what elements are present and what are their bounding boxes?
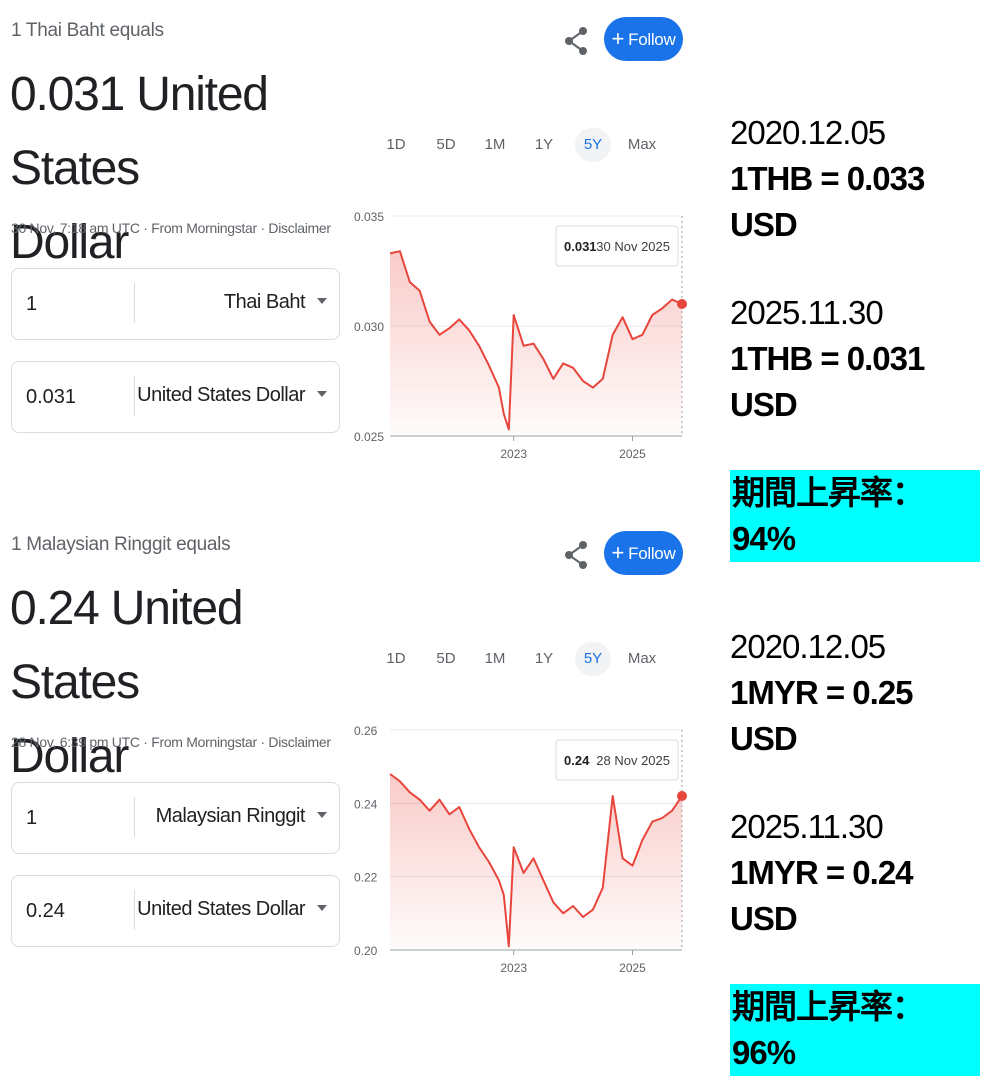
- chart-svg: 0.26 0.24 0.22 0.20 2023 2025 0.24 28 Nov 2025: [354, 724, 687, 975]
- y-tick-label: 0.20: [354, 944, 378, 958]
- y-tick-label: 0.24: [354, 797, 378, 811]
- from-currency-select[interactable]: Thai Baht: [223, 291, 306, 313]
- note-end-rate: 1THB = 0.031 USD: [730, 340, 925, 423]
- to-amount-input[interactable]: 0.031: [26, 386, 77, 408]
- divider: [134, 890, 135, 930]
- y-tick-label: 0.025: [354, 430, 384, 444]
- result-line-1: 0.031 United States: [10, 68, 269, 195]
- share-icon[interactable]: [562, 538, 590, 572]
- exchange-rate-chart[interactable]: 0.26 0.24 0.22 0.20 2023 2025 0.24 28 Nov 2025: [348, 718, 688, 988]
- range-tab-1y[interactable]: 1Y: [534, 650, 554, 667]
- area-fill: [390, 251, 682, 436]
- area-fill: [390, 774, 682, 950]
- from-amount-input[interactable]: 1: [26, 807, 38, 829]
- chart-svg: 0.035 0.030 0.025 2023 2025 0.031 30 Nov 2025: [354, 210, 687, 461]
- to-currency-box: 0.24 United States Dollar: [11, 875, 340, 947]
- from-amount-input[interactable]: 1: [26, 293, 38, 315]
- result-line-1: 0.24 United States: [10, 582, 244, 709]
- y-tick-label: 0.22: [354, 871, 378, 885]
- follow-button[interactable]: + Follow: [604, 17, 683, 61]
- caret-down-icon[interactable]: [317, 905, 327, 911]
- tooltip-value: 0.031: [564, 239, 597, 254]
- equals-label: 1 Malaysian Ringgit equals: [11, 534, 231, 555]
- range-tab-1y[interactable]: 1Y: [534, 136, 554, 153]
- range-tab-max[interactable]: Max: [627, 136, 657, 153]
- note-start-rate: 1MYR = 0.25 USD: [730, 674, 914, 757]
- myr-conversion-panel: 1 Malaysian Ringgit equals 0.24 United S…: [0, 514, 992, 1076]
- follow-button[interactable]: + Follow: [604, 531, 683, 575]
- plus-icon: +: [611, 26, 625, 51]
- result-line-2: Dollar: [10, 730, 129, 783]
- range-tabs: 1D 5D 1M 1Y 5Y Max: [372, 128, 672, 162]
- y-tick-label: 0.030: [354, 320, 384, 334]
- follow-label: Follow: [628, 544, 676, 563]
- x-tick-label: 2025: [619, 447, 646, 461]
- tooltip-box: [555, 225, 679, 267]
- range-tab-1m[interactable]: 1M: [484, 136, 506, 153]
- to-amount-input[interactable]: 0.24: [26, 900, 65, 922]
- caret-down-icon[interactable]: [317, 812, 327, 818]
- from-currency-box: 1 Malaysian Ringgit: [11, 782, 340, 854]
- meta-line: 28 Nov, 6:39 pm UTC · From Morningstar ·…: [11, 734, 331, 750]
- annotation-notes: 2020.12.05 1MYR = 0.25 USD 2025.11.30 1M…: [730, 624, 980, 1076]
- y-tick-label: 0.26: [354, 724, 378, 738]
- meta-time: 30 Nov, 7:18 am UTC: [11, 220, 140, 236]
- to-currency-box: 0.031 United States Dollar: [11, 361, 340, 433]
- annotation-notes: 2020.12.05 1THB = 0.033 USD 2025.11.30 1…: [730, 110, 980, 562]
- series-line: [389, 250, 683, 431]
- x-tick-label: 2023: [500, 961, 527, 975]
- disclaimer-link[interactable]: Disclaimer: [268, 734, 331, 750]
- note-rise-rate: 期間上昇率：94%: [730, 470, 980, 562]
- note-rise-rate: 期間上昇率：96%: [730, 984, 980, 1076]
- meta-source: From Morningstar: [151, 220, 257, 236]
- tooltip-box: [555, 739, 679, 781]
- follow-label: Follow: [628, 30, 676, 49]
- y-tick-label: 0.035: [354, 210, 384, 224]
- note-end-date: 2025.11.30: [730, 808, 884, 845]
- caret-down-icon[interactable]: [317, 391, 327, 397]
- note-start-rate: 1THB = 0.033 USD: [730, 160, 925, 243]
- tooltip-date: 30 Nov 2025: [596, 239, 670, 254]
- to-currency-select[interactable]: United States Dollar: [137, 898, 305, 920]
- share-icon[interactable]: [562, 24, 590, 58]
- range-tab-1m[interactable]: 1M: [484, 650, 506, 667]
- note-end-rate: 1MYR = 0.24 USD: [730, 854, 914, 937]
- divider: [134, 283, 135, 323]
- range-tab-1d[interactable]: 1D: [386, 650, 406, 667]
- to-currency-select[interactable]: United States Dollar: [137, 384, 305, 406]
- range-tab-5d[interactable]: 5D: [436, 136, 456, 153]
- range-tabs: 1D 5D 1M 1Y 5Y Max: [372, 642, 672, 676]
- range-tab-1d[interactable]: 1D: [386, 136, 406, 153]
- result-line-2: Dollar: [10, 216, 129, 269]
- meta-time: 28 Nov, 6:39 pm UTC: [11, 734, 140, 750]
- thb-conversion-panel: 1 Thai Baht equals 0.031 United States D…: [0, 0, 992, 562]
- note-end-date: 2025.11.30: [730, 294, 884, 331]
- x-tick-label: 2023: [500, 447, 527, 461]
- series-line: [389, 773, 683, 948]
- tooltip-date: 28 Nov 2025: [596, 753, 670, 768]
- range-tab-5y[interactable]: 5Y: [575, 642, 611, 676]
- meta-source: From Morningstar: [151, 734, 257, 750]
- end-point-marker: [677, 299, 687, 309]
- note-start-date: 2020.12.05: [730, 628, 886, 665]
- tooltip-value: 0.24: [564, 753, 590, 768]
- range-tab-5d[interactable]: 5D: [436, 650, 456, 667]
- equals-label: 1 Thai Baht equals: [11, 20, 164, 41]
- divider: [134, 376, 135, 416]
- divider: [134, 797, 135, 837]
- range-tab-5y[interactable]: 5Y: [575, 128, 611, 162]
- plus-icon: +: [611, 540, 625, 565]
- conversion-result: 0.24 United States Dollar: [10, 572, 350, 794]
- meta-line: 30 Nov, 7:18 am UTC · From Morningstar ·…: [11, 220, 331, 236]
- conversion-result: 0.031 United States Dollar: [10, 58, 350, 280]
- caret-down-icon[interactable]: [317, 298, 327, 304]
- x-tick-label: 2025: [619, 961, 646, 975]
- note-start-date: 2020.12.05: [730, 114, 886, 151]
- range-tab-max[interactable]: Max: [627, 650, 657, 667]
- from-currency-box: 1 Thai Baht: [11, 268, 340, 340]
- from-currency-select[interactable]: Malaysian Ringgit: [155, 805, 306, 827]
- end-point-marker: [677, 791, 687, 801]
- disclaimer-link[interactable]: Disclaimer: [268, 220, 331, 236]
- exchange-rate-chart[interactable]: 0.035 0.030 0.025 2023 2025 0.031 30 Nov 2025: [348, 204, 688, 474]
